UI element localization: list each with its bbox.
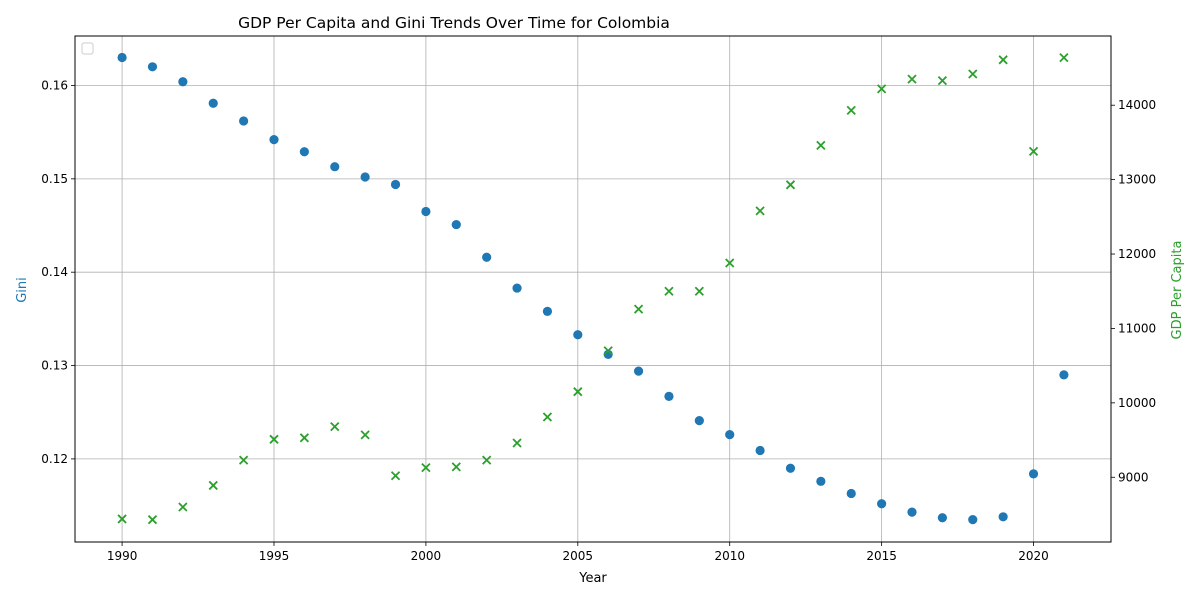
gdp-point [876,84,887,94]
y-left-tick-label: 0.12 [41,452,68,466]
gdp-point [573,387,583,397]
legend [81,42,94,55]
grid-lines [75,36,1111,542]
x-axis-ticks: 1990 1995 2000 2005 2010 2015 2020 [107,542,1049,563]
gini-point [846,488,856,499]
y-right-tick-label: 12000 [1118,247,1156,261]
gdp-point [633,304,644,314]
gdp-point [482,455,492,465]
gini-point [147,62,158,72]
y-right-tick-label: 9000 [1118,470,1149,484]
gdp-point [816,140,826,151]
x-tick-label: 2005 [563,549,594,563]
gdp-point [390,471,401,481]
gdp-point [238,455,249,465]
gini-point [269,135,279,145]
y-right-tick-label: 13000 [1118,173,1156,187]
gdp-point [968,69,978,79]
gdp-point [1028,146,1039,156]
gini-point [633,366,644,376]
plot-frame [74,35,1112,543]
x-axis-label: Year [578,571,607,586]
gdp-point [451,462,461,472]
y-right-tick-label: 11000 [1118,321,1156,335]
gini-point [390,179,401,190]
gdp-series [117,52,1069,525]
gdp-point [664,286,674,296]
gini-point [512,283,522,293]
gini-point [755,445,765,456]
gdp-point [755,206,765,216]
gdp-point [421,462,431,473]
gdp-point [846,105,856,116]
gdp-point [512,438,522,448]
y-left-axis-label: Gini [15,277,30,303]
gini-point [725,430,735,440]
gini-point [178,77,188,87]
y-right-tick-label: 14000 [1118,98,1156,112]
gdp-point [785,180,796,190]
gini-point [299,147,309,157]
gdp-point [147,515,158,525]
y-left-tick-label: 0.16 [41,78,68,92]
gini-point [785,463,796,473]
gdp-point [603,346,613,356]
gdp-point [117,514,127,524]
gini-point [421,206,431,217]
gini-point [208,98,218,108]
gdp-point [998,55,1008,65]
gini-point [360,172,370,182]
gini-series [117,52,1069,525]
gdp-point [208,480,218,491]
y-left-tick-label: 0.15 [41,172,68,186]
gdp-point [269,434,279,444]
gini-point [907,507,917,517]
gini-point [664,391,674,401]
gini-point [482,252,492,262]
gini-point [937,513,947,523]
gdp-point [178,502,188,512]
gdp-point [299,433,310,443]
y-left-tick-label: 0.14 [41,265,68,279]
gini-point [694,416,704,426]
gini-point [1028,469,1039,479]
gini-point [239,116,249,126]
gdp-point [542,412,553,422]
gini-point [330,162,340,172]
gdp-point [907,74,917,84]
x-tick-label: 2015 [866,549,897,563]
gdp-point [725,258,735,268]
y-right-tick-label: 10000 [1118,396,1156,410]
y-left-axis-ticks: 0.12 0.13 0.14 0.15 0.16 [41,78,75,466]
y-right-axis-label: GDP Per Capita [1170,241,1185,340]
gdp-point [1059,52,1069,63]
gini-point [968,514,978,525]
gdp-point [330,422,340,432]
gini-point [816,476,826,486]
gini-point [542,306,553,317]
x-tick-label: 2000 [411,549,442,563]
gini-point [1059,370,1069,380]
gdp-point [937,76,948,86]
gini-point [451,219,461,230]
gini-point [998,512,1008,522]
gini-point [877,499,887,509]
gdp-point [360,430,370,440]
y-right-axis-ticks: 9000 10000 11000 12000 13000 14000 [1111,98,1156,484]
chart-title: GDP Per Capita and Gini Trends Over Time… [238,14,670,32]
y-left-tick-label: 0.13 [41,359,68,373]
gini-point [573,330,583,340]
gdp-point [694,286,704,296]
x-tick-label: 2020 [1018,549,1049,563]
gini-point [117,52,127,63]
x-tick-label: 1995 [259,549,290,563]
x-tick-label: 2010 [714,549,745,563]
x-tick-label: 1990 [107,549,138,563]
